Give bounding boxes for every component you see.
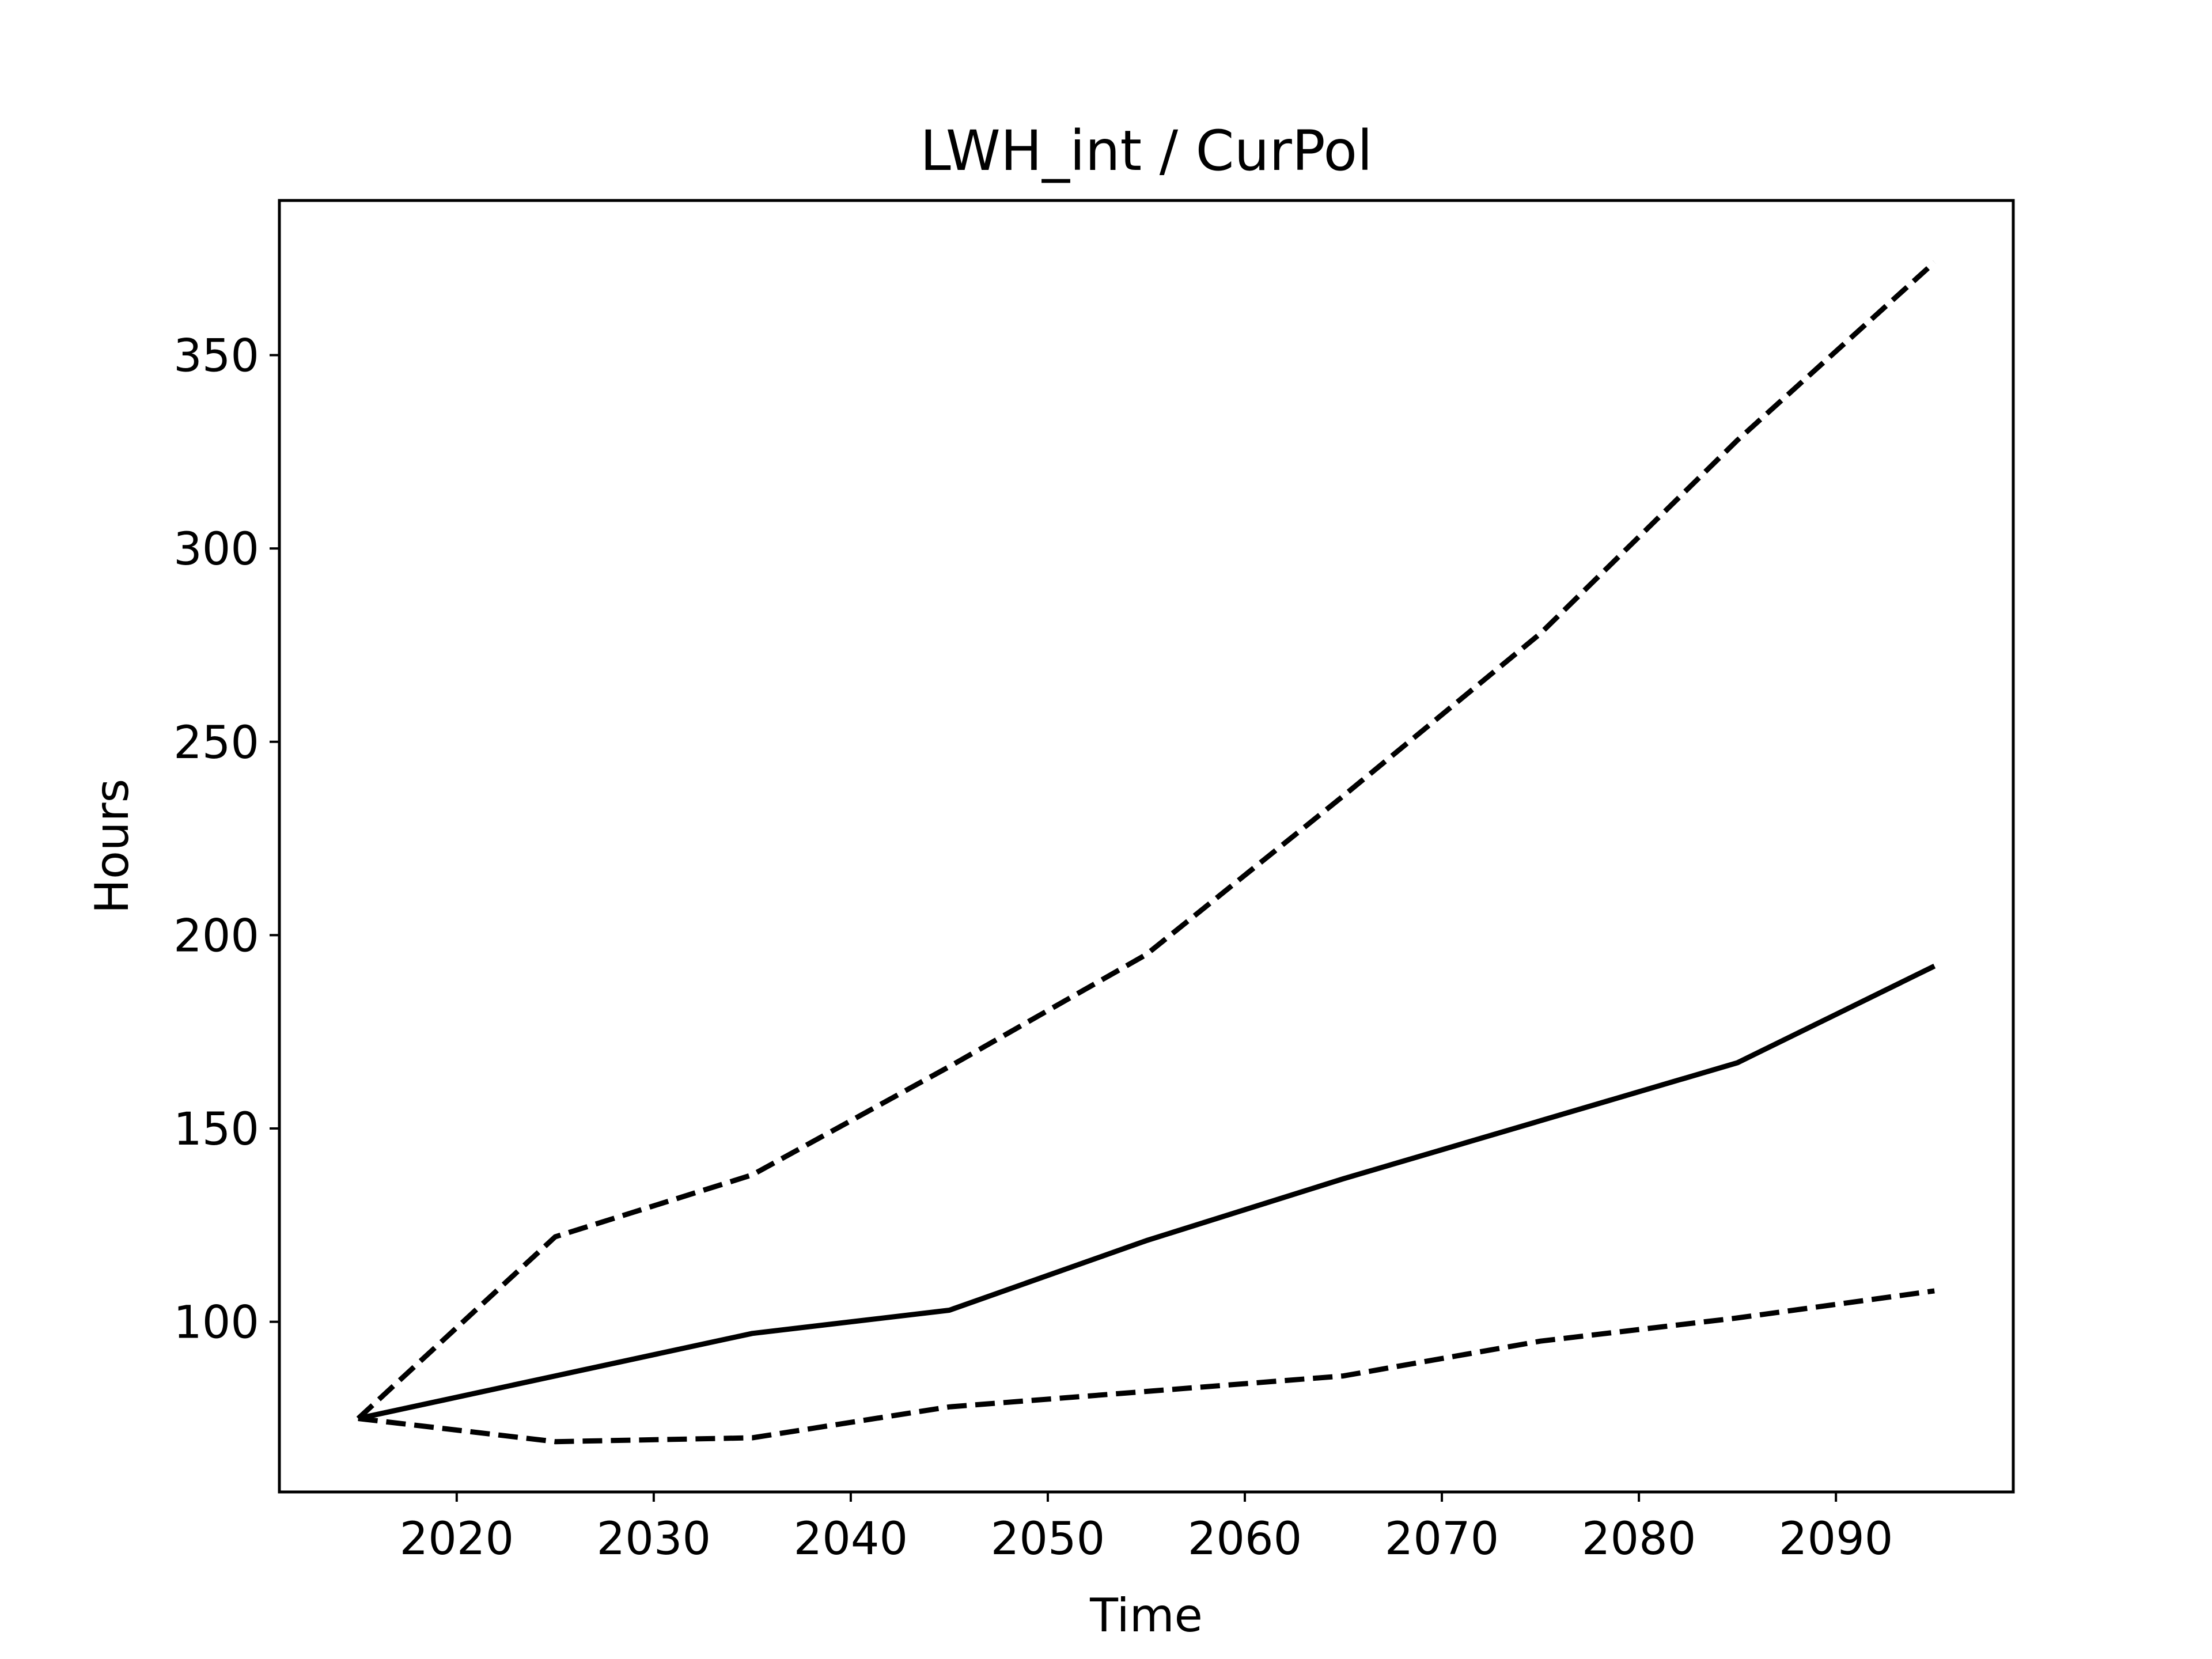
- x-tick-label: 2030: [597, 1513, 711, 1565]
- series-line-dashed-2: [358, 1288, 1935, 1445]
- x-tick-label: 2050: [991, 1513, 1105, 1565]
- x-tick-label: 2090: [1779, 1513, 1893, 1565]
- x-tick-label: 2020: [400, 1513, 514, 1565]
- x-tick-label: 2070: [1385, 1513, 1499, 1565]
- series-line-dashed-0: [356, 260, 1937, 1421]
- y-tick-label: 250: [173, 717, 259, 769]
- y-tick-label: 150: [173, 1104, 259, 1156]
- x-tick-label: 2080: [1582, 1513, 1696, 1565]
- tick-layer: 2020 2030 2040 2050 2060 2070 2080 2090 100 150 20…: [173, 331, 1893, 1565]
- chart-title: LWH_int / CurPol: [920, 119, 1373, 183]
- series-line-solid-1: [357, 964, 1936, 1421]
- x-tick-label: 2040: [794, 1513, 908, 1565]
- y-tick-label: 100: [173, 1297, 259, 1349]
- y-tick-label: 200: [173, 910, 259, 962]
- plot-frame: [278, 199, 2015, 1494]
- x-axis-label: Time: [1089, 1589, 1203, 1642]
- x-tick-label: 2060: [1188, 1513, 1302, 1565]
- y-tick-label: 350: [173, 331, 259, 382]
- y-axis-label: Hours: [85, 779, 139, 914]
- series-layer: [356, 260, 1937, 1445]
- y-tick-label: 300: [173, 524, 259, 575]
